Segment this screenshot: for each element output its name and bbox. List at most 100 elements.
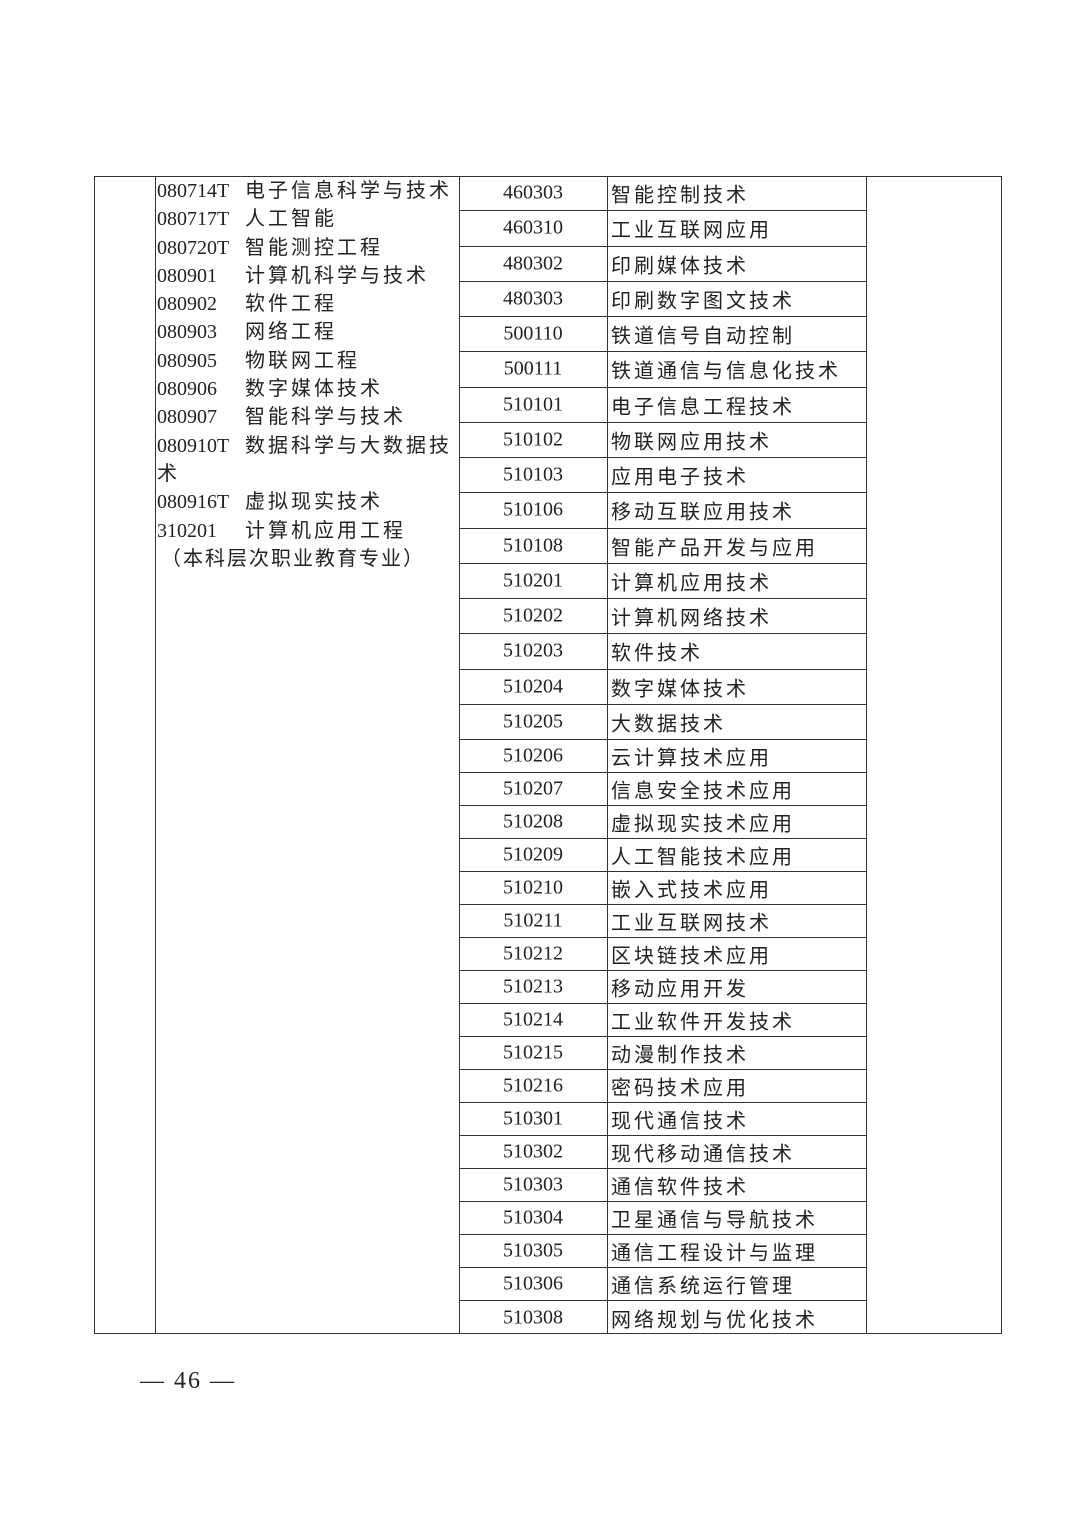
major-code: 510103	[503, 463, 563, 486]
table-row: 510302 现代移动通信技术	[459, 1136, 866, 1169]
list-item: 080901 计算机科学与技术	[157, 262, 457, 290]
major-name: 虚拟现实技术	[245, 491, 383, 514]
major-name: 云计算技术应用	[611, 747, 772, 770]
major-code: 080910T	[157, 434, 230, 457]
table-row: 510211 工业互联网技术	[459, 905, 866, 938]
table-row: 510207 信息安全技术应用	[459, 773, 866, 806]
major-code: 080907	[157, 406, 217, 429]
major-code: 510206	[503, 744, 563, 767]
table-row: 510101 电子信息工程技术	[459, 388, 866, 423]
major-name: 工业软件开发技术	[611, 1011, 795, 1034]
table-row: 510303 通信软件技术	[459, 1169, 866, 1202]
major-code: 510211	[503, 909, 563, 932]
major-code: 080916T	[157, 491, 230, 514]
list-item: 080720T 智能测控工程	[157, 234, 457, 262]
table-row: 510102 物联网应用技术	[459, 423, 866, 458]
major-code: 080903	[157, 321, 217, 344]
major-code: 080905	[157, 349, 217, 372]
major-code: 510203	[503, 639, 563, 662]
major-code: 500110	[503, 322, 563, 345]
major-name: 通信工程设计与监理	[611, 1242, 818, 1265]
table-row: 510209 人工智能技术应用	[459, 839, 866, 872]
list-item: 080902 软件工程	[157, 290, 457, 318]
major-name: 移动互联应用技术	[611, 501, 795, 524]
major-code: 500111	[503, 357, 563, 380]
table-row: 510206 云计算技术应用	[459, 740, 866, 773]
major-name: 计算机应用工程	[245, 519, 406, 542]
table-row: 480303 印刷数字图文技术	[459, 282, 866, 317]
major-name: 数字媒体技术	[245, 378, 383, 401]
major-name: 计算机应用技术	[611, 572, 772, 595]
major-name: 数据科学与大数据技术	[157, 434, 452, 485]
major-code: 080901	[157, 264, 217, 287]
major-code: 510202	[503, 604, 563, 627]
major-name: 现代通信技术	[611, 1110, 749, 1133]
table-divider	[607, 176, 608, 1334]
major-code: 510207	[503, 777, 563, 800]
major-name: 印刷数字图文技术	[611, 290, 795, 313]
table-row: 460310 工业互联网应用	[459, 211, 866, 247]
major-name: 虚拟现实技术应用	[611, 813, 795, 836]
major-code: 460303	[503, 181, 563, 204]
table-row: 510301 现代通信技术	[459, 1103, 866, 1136]
major-code: 510212	[503, 942, 563, 965]
undergraduate-majors-list: 080714T 电子信息科学与技术 080717T 人工智能 080720T 智能测控工程…	[157, 177, 457, 573]
major-name: 智能控制技术	[611, 184, 749, 207]
table-row: 510106 移动互联应用技术	[459, 493, 866, 529]
table-row: 500111 铁道通信与信息化技术	[459, 352, 866, 388]
major-name: 软件工程	[245, 293, 337, 316]
major-code: 510301	[503, 1107, 563, 1130]
major-code: 460310	[503, 216, 563, 239]
major-name: 智能科学与技术	[245, 406, 406, 429]
major-name: 铁道信号自动控制	[611, 325, 795, 348]
list-item: 080916T 虚拟现实技术	[157, 488, 457, 516]
table-row: 510308 网络规划与优化技术	[459, 1301, 866, 1334]
table-row: 510216 密码技术应用	[459, 1070, 866, 1103]
page-number: — 46 —	[140, 1368, 236, 1394]
major-code: 510216	[503, 1074, 563, 1097]
table-divider	[155, 176, 156, 1334]
table-divider	[866, 176, 867, 1334]
major-code: 510214	[503, 1008, 563, 1031]
major-name: 通信软件技术	[611, 1176, 749, 1199]
major-name: 移动应用开发	[611, 978, 749, 1001]
major-code: 510304	[503, 1206, 563, 1229]
list-item: 080906 数字媒体技术	[157, 375, 457, 403]
major-code: 510102	[503, 428, 563, 451]
major-code: 510302	[503, 1140, 563, 1163]
table-row: 510203 软件技术	[459, 634, 866, 670]
major-name: 软件技术	[611, 642, 703, 665]
major-code: 510303	[503, 1173, 563, 1196]
list-item: 080905 物联网工程	[157, 347, 457, 375]
major-name: 计算机网络技术	[611, 607, 772, 630]
table-divider	[459, 176, 460, 1334]
major-code: 510106	[503, 498, 563, 521]
major-name: 卫星通信与导航技术	[611, 1209, 818, 1232]
major-code: 080717T	[157, 208, 230, 231]
list-item: 080717T 人工智能	[157, 205, 457, 233]
list-item: 310201 计算机应用工程	[157, 517, 457, 545]
table-row: 510212 区块链技术应用	[459, 938, 866, 971]
major-name: 数字媒体技术	[611, 678, 749, 701]
major-code: 510213	[503, 975, 563, 998]
list-item: 080903 网络工程	[157, 318, 457, 346]
list-item: 080714T 电子信息科学与技术	[157, 177, 457, 205]
major-name: 应用电子技术	[611, 466, 749, 489]
major-code: 510305	[503, 1239, 563, 1262]
major-name: 人工智能技术应用	[611, 846, 795, 869]
table-row: 510204 数字媒体技术	[459, 670, 866, 705]
major-name: 铁道通信与信息化技术	[611, 360, 841, 383]
major-code: 510208	[503, 810, 563, 833]
table-row: 510201 计算机应用技术	[459, 564, 866, 599]
table-row: 510306 通信系统运行管理	[459, 1268, 866, 1301]
table-row: 510202 计算机网络技术	[459, 599, 866, 635]
table-row: 510305 通信工程设计与监理	[459, 1235, 866, 1268]
major-code: 080902	[157, 293, 217, 316]
major-name: 物联网工程	[245, 349, 360, 372]
table-row: 510210 嵌入式技术应用	[459, 872, 866, 905]
table-row: 510304 卫星通信与导航技术	[459, 1202, 866, 1235]
table-row: 510214 工业软件开发技术	[459, 1004, 866, 1037]
major-name: 人工智能	[245, 208, 337, 231]
table-row: 510213 移动应用开发	[459, 971, 866, 1004]
major-code: 510215	[503, 1041, 563, 1064]
